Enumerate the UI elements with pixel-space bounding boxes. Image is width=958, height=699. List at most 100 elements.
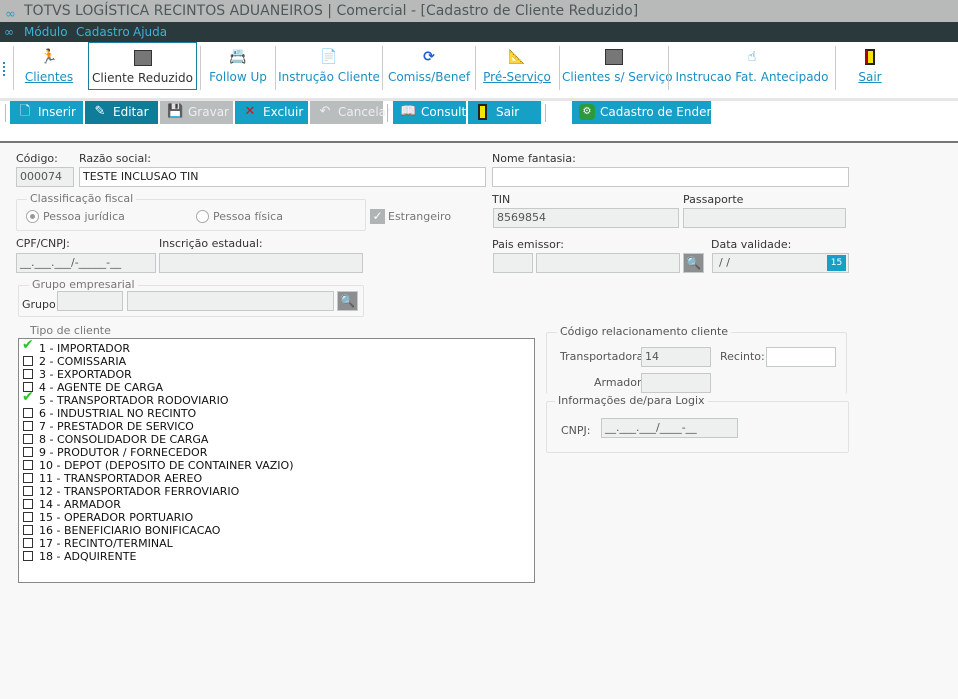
- checkbox[interactable]: [23, 473, 33, 483]
- cancelar-button[interactable]: ↶ Cancelar: [310, 101, 391, 124]
- tipo-cliente-item[interactable]: 9 - PRODUTOR / FORNECEDOR: [23, 446, 207, 459]
- tipo-cliente-item[interactable]: 12 - TRANSPORTADOR FERROVIARIO: [23, 485, 239, 498]
- checkbox[interactable]: [23, 408, 33, 418]
- toolbar-instrucao-cliente[interactable]: 📄 Instrução Cliente: [278, 49, 380, 84]
- pais-nome-input[interactable]: [536, 253, 680, 273]
- item-label: 18 - ADQUIRENTE: [39, 550, 137, 563]
- excluir-button[interactable]: ✕ Excluir: [235, 101, 308, 124]
- running-man-icon: 🏃: [40, 49, 58, 65]
- checkbox[interactable]: [23, 447, 33, 457]
- codigo-input[interactable]: 000074: [16, 167, 74, 187]
- item-label: 16 - BENEFICIARIO BONIFICACAO: [39, 524, 221, 537]
- item-label: 9 - PRODUTOR / FORNECEDOR: [39, 446, 208, 459]
- tipo-cliente-item[interactable]: 6 - INDUSTRIAL NO RECINTO: [23, 407, 196, 420]
- item-label: 11 - TRANSPORTADOR AEREO: [39, 472, 203, 485]
- razao-social-label: Razão social:: [79, 152, 151, 165]
- pais-emissor-label: Pais emissor:: [492, 238, 564, 251]
- address-icon: ⚙: [579, 104, 595, 120]
- data-validade-input[interactable]: / /: [712, 253, 849, 273]
- passaporte-input[interactable]: [683, 208, 846, 228]
- tipo-cliente-item[interactable]: 10 - DEPOT (DEPOSITO DE CONTAINER VAZIO): [23, 459, 294, 472]
- toolbar-grip[interactable]: [3, 62, 5, 76]
- tipo-cliente-item[interactable]: 14 - ARMADOR: [23, 498, 121, 511]
- tipo-cliente-item[interactable]: 3 - EXPORTADOR: [23, 368, 132, 381]
- transportadora-input[interactable]: 14: [641, 347, 711, 367]
- checkbox[interactable]: [22, 339, 34, 353]
- armador-input[interactable]: [641, 373, 711, 393]
- toolbar-comiss-benef[interactable]: ⟳ Comiss/Benef: [387, 49, 471, 84]
- item-label: 17 - RECINTO/TERMINAL: [39, 537, 173, 550]
- tipo-cliente-label: Tipo de cliente: [30, 324, 111, 337]
- editar-button[interactable]: ✎ Editar: [85, 101, 158, 124]
- inserir-button[interactable]: 🗋 Inserir: [10, 101, 83, 124]
- inscricao-estadual-input[interactable]: [159, 253, 363, 273]
- action-bar: 🗋 Inserir ✎ Editar 💾 Gravar ✕ Excluir ↶ Cance…: [0, 101, 958, 143]
- tipo-cliente-item[interactable]: 16 - BENEFICIARIO BONIFICACAO: [23, 524, 220, 537]
- nome-fantasia-label: Nome fantasia:: [492, 152, 576, 165]
- checkbox[interactable]: [23, 356, 33, 366]
- toolbar-cliente-reduzido[interactable]: Cliente Reduzido: [88, 42, 197, 90]
- tipo-cliente-item[interactable]: 11 - TRANSPORTADOR AEREO: [23, 472, 202, 485]
- checkbox[interactable]: [23, 499, 33, 509]
- tipo-cliente-item[interactable]: 2 - COMISSARIA: [23, 355, 126, 368]
- toolbar-clientes-sem-servico[interactable]: Clientes s/ Serviço: [562, 42, 673, 98]
- module-toolbar: 🏃 Clientes Cliente Reduzido 📇 Follow Up 📄 I…: [0, 42, 958, 98]
- tipo-cliente-item[interactable]: 7 - PRESTADOR DE SERVICO: [23, 420, 194, 433]
- cpf-cnpj-input[interactable]: __.___.___/-_____-__: [16, 253, 156, 273]
- checkbox[interactable]: [23, 369, 33, 379]
- grupo-codigo-input[interactable]: [57, 291, 123, 311]
- sair-button[interactable]: Sair: [468, 101, 541, 124]
- tipo-cliente-item[interactable]: 8 - CONSOLIDADOR DE CARGA: [23, 433, 208, 446]
- toolbar-instrucao-fat-antecipado[interactable]: ☝ Instrucao Fat. Antecipado: [675, 49, 829, 84]
- pessoa-fisica-radio[interactable]: [196, 210, 209, 223]
- logix-cnpj-input[interactable]: __.___.___/____-__: [601, 418, 738, 438]
- tipo-cliente-item[interactable]: 15 - OPERADOR PORTUARIO: [23, 511, 193, 524]
- window-edit-icon: [133, 50, 152, 66]
- item-label: 6 - INDUSTRIAL NO RECINTO: [39, 407, 197, 420]
- estrangeiro-checkbox[interactable]: ✓: [370, 209, 385, 224]
- totvs-logo-icon: ∞: [5, 7, 16, 22]
- toolbar-clientes[interactable]: 🏃 Clientes: [24, 49, 74, 84]
- tin-input[interactable]: 8569854: [493, 208, 679, 228]
- tipo-cliente-item[interactable]: 4 - AGENTE DE CARGA: [23, 381, 163, 394]
- tipo-cliente-item[interactable]: 17 - RECINTO/TERMINAL: [23, 537, 173, 550]
- item-label: 7 - PRESTADOR DE SERVICO: [39, 420, 194, 433]
- checkbox[interactable]: [23, 551, 33, 561]
- toolbar-sair[interactable]: Sair: [840, 42, 900, 98]
- pais-codigo-input[interactable]: [493, 253, 533, 273]
- checkbox[interactable]: [23, 525, 33, 535]
- razao-social-input[interactable]: TESTE INCLUSAO TIN: [79, 167, 486, 187]
- grupo-search-button[interactable]: 🔍: [337, 291, 358, 311]
- calendar-icon[interactable]: 15: [827, 255, 846, 271]
- gravar-button[interactable]: 💾 Gravar: [160, 101, 233, 124]
- menu-ajuda[interactable]: Ajuda: [133, 25, 168, 39]
- pais-search-button[interactable]: 🔍: [683, 253, 704, 273]
- checkbox[interactable]: [23, 421, 33, 431]
- consultar-button[interactable]: 📖 Consultar: [393, 101, 479, 124]
- cadastro-endereco-button[interactable]: ⚙ Cadastro de Endereço: [572, 101, 732, 124]
- tipo-cliente-item[interactable]: 1 - IMPORTADOR: [22, 339, 130, 355]
- tipo-cliente-item[interactable]: 18 - ADQUIRENTE: [23, 550, 136, 563]
- grupo-nome-input[interactable]: [127, 291, 334, 311]
- checkbox[interactable]: [23, 460, 33, 470]
- recinto-input[interactable]: [766, 347, 836, 367]
- menu-modulo[interactable]: Módulo: [24, 25, 68, 39]
- checkbox[interactable]: [22, 391, 34, 405]
- pessoa-juridica-radio[interactable]: [26, 210, 39, 223]
- cpf-cnpj-label: CPF/CNPJ:: [16, 237, 70, 250]
- toolbar-pre-servico[interactable]: 📐 Pré-Serviço: [483, 49, 551, 84]
- nome-fantasia-input[interactable]: [492, 167, 849, 187]
- pre-service-icon: 📐: [508, 49, 526, 65]
- checkbox[interactable]: [23, 434, 33, 444]
- toolbar-follow-up[interactable]: 📇 Follow Up: [209, 49, 267, 84]
- checkbox[interactable]: [23, 512, 33, 522]
- edit-document-icon: ✎: [94, 104, 106, 119]
- window-edit-icon: [605, 49, 623, 65]
- follow-up-icon: 📇: [229, 49, 247, 65]
- tipo-cliente-item[interactable]: 5 - TRANSPORTADOR RODOVIARIO: [22, 391, 228, 407]
- checkbox[interactable]: [23, 538, 33, 548]
- menu-cadastro[interactable]: Cadastro: [76, 25, 130, 39]
- checkbox[interactable]: [23, 486, 33, 496]
- item-label: 3 - EXPORTADOR: [39, 368, 132, 381]
